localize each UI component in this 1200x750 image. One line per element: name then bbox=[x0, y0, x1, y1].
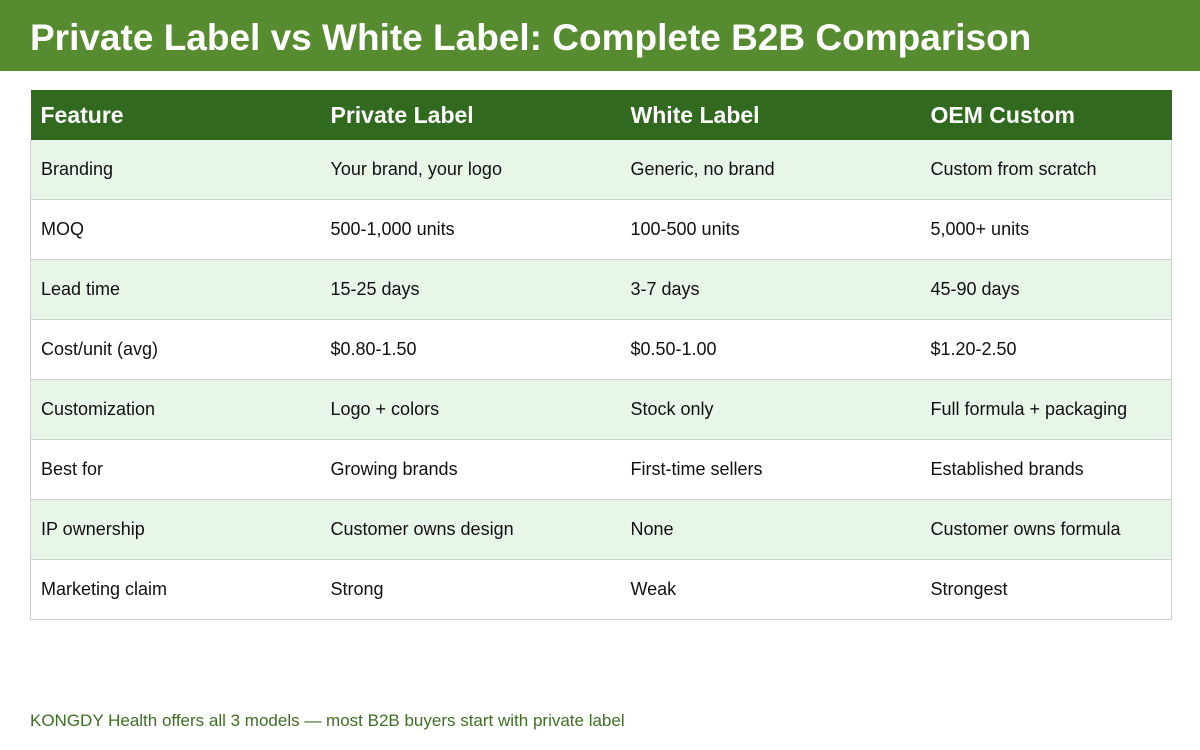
table-cell: Strongest bbox=[920, 559, 1172, 620]
table-cell: 500-1,000 units bbox=[320, 199, 621, 260]
table-cell: Your brand, your logo bbox=[320, 140, 621, 200]
column-header-feature: Feature bbox=[30, 90, 321, 140]
table-cell: Customer owns design bbox=[320, 499, 621, 560]
table-row: Branding Your brand, your logo Generic, … bbox=[30, 140, 1172, 200]
title-banner: Private Label vs White Label: Complete B… bbox=[0, 0, 1200, 71]
table-row: Lead time 15-25 days 3-7 days 45-90 days bbox=[30, 259, 1172, 320]
table-row: Customization Logo + colors Stock only F… bbox=[30, 379, 1172, 440]
table-cell: Logo + colors bbox=[320, 379, 621, 440]
table-cell: First-time sellers bbox=[620, 439, 921, 500]
table-cell: Stock only bbox=[620, 379, 921, 440]
table-cell: Branding bbox=[30, 140, 321, 200]
table-header-row: Feature Private Label White Label OEM Cu… bbox=[30, 90, 1172, 140]
table-cell: Weak bbox=[620, 559, 921, 620]
table-row: Best for Growing brands First-time selle… bbox=[30, 439, 1172, 500]
table-cell: Lead time bbox=[30, 259, 321, 320]
table-cell: Customization bbox=[30, 379, 321, 440]
table-cell: $0.80-1.50 bbox=[320, 319, 621, 380]
table-cell: $1.20-2.50 bbox=[920, 319, 1172, 380]
column-header-private-label: Private Label bbox=[320, 90, 621, 140]
table-cell: Generic, no brand bbox=[620, 140, 921, 200]
comparison-table-container: Feature Private Label White Label OEM Cu… bbox=[30, 90, 1172, 620]
table-cell: None bbox=[620, 499, 921, 560]
table-row: IP ownership Customer owns design None C… bbox=[30, 499, 1172, 560]
table-row: Marketing claim Strong Weak Strongest bbox=[30, 559, 1172, 620]
comparison-table: Feature Private Label White Label OEM Cu… bbox=[30, 90, 1172, 620]
table-cell: 15-25 days bbox=[320, 259, 621, 320]
footer-note: KONGDY Health offers all 3 models — most… bbox=[30, 711, 625, 730]
table-cell: IP ownership bbox=[30, 499, 321, 560]
table-cell: Marketing claim bbox=[30, 559, 321, 620]
table-cell: Strong bbox=[320, 559, 621, 620]
page-title: Private Label vs White Label: Complete B… bbox=[30, 17, 1032, 58]
table-cell: 5,000+ units bbox=[920, 199, 1172, 260]
table-cell: Customer owns formula bbox=[920, 499, 1172, 560]
column-header-white-label: White Label bbox=[620, 90, 921, 140]
table-row: Cost/unit (avg) $0.80-1.50 $0.50-1.00 $1… bbox=[30, 319, 1172, 380]
table-cell: Best for bbox=[30, 439, 321, 500]
table-row: MOQ 500-1,000 units 100-500 units 5,000+… bbox=[30, 199, 1172, 260]
table-cell: Cost/unit (avg) bbox=[30, 319, 321, 380]
table-cell: Growing brands bbox=[320, 439, 621, 500]
table-cell: 3-7 days bbox=[620, 259, 921, 320]
table-cell: 100-500 units bbox=[620, 199, 921, 260]
table-cell: Full formula + packaging bbox=[920, 379, 1172, 440]
table-cell: Established brands bbox=[920, 439, 1172, 500]
table-cell: MOQ bbox=[30, 199, 321, 260]
table-cell: Custom from scratch bbox=[920, 140, 1172, 200]
table-cell: 45-90 days bbox=[920, 259, 1172, 320]
table-cell: $0.50-1.00 bbox=[620, 319, 921, 380]
column-header-oem-custom: OEM Custom bbox=[920, 90, 1172, 140]
